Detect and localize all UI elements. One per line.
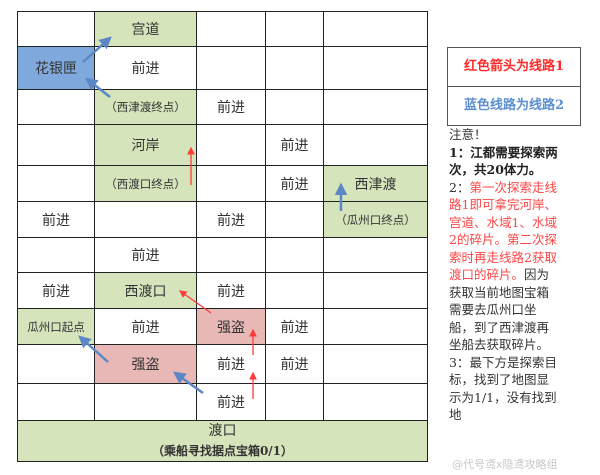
map-row: 前进 bbox=[17, 383, 428, 421]
map-row: 宫道 bbox=[17, 11, 428, 47]
note-2-prefix: 2： bbox=[449, 179, 470, 195]
map-cell: 西渡口 bbox=[94, 272, 197, 309]
map-cell-empty bbox=[265, 89, 324, 125]
exploration-map-grid: 宫道 花银匣 前进 （西津渡终点） 前进 河岸 前进 （西渡口终点） 前进 西津渡 前进 前进 （瓜州口… bbox=[17, 11, 428, 462]
map-cell-empty bbox=[196, 165, 266, 202]
map-cell-empty bbox=[94, 201, 197, 238]
map-cell-empty bbox=[323, 344, 428, 384]
map-cell: 前进 bbox=[196, 201, 266, 238]
map-row: （西津渡终点） 前进 bbox=[17, 89, 428, 125]
notes-panel: 注意！ 1：江都需要探索两次，共20体力。 2：第一次探索走线路1即可拿完河岸、… bbox=[449, 126, 559, 424]
note-2-rest: 因为获取当前地图宝箱需要去瓜州口坐船，到了西津渡再坐船去获取碎片。 bbox=[449, 267, 550, 352]
map-cell: 前进 bbox=[265, 124, 324, 166]
map-cell: 前进 bbox=[265, 308, 324, 345]
map-cell: 前进 bbox=[265, 344, 324, 384]
watermark: @代号鸢x隐鸢攻略组 bbox=[452, 458, 558, 471]
map-cell-empty bbox=[17, 344, 95, 384]
map-cell: 前进 bbox=[17, 272, 95, 309]
map-cell: 前进 bbox=[17, 201, 95, 238]
map-cell: （西津渡终点） bbox=[94, 89, 197, 125]
map-cell: 宫道 bbox=[94, 11, 197, 47]
map-cell-empty bbox=[265, 46, 324, 90]
map-cell-empty bbox=[265, 237, 324, 273]
map-cell-empty bbox=[265, 201, 324, 238]
map-row: 前进 前进 （瓜州口终点） bbox=[17, 201, 428, 238]
map-cell: 河岸 bbox=[94, 124, 197, 166]
map-cell-empty bbox=[323, 89, 428, 125]
ferry-goal-progress: （乘船寻找据点宝箱0/1） bbox=[151, 444, 294, 458]
map-cell: 瓜州口起点 bbox=[17, 308, 95, 345]
map-cell: 强盗 bbox=[94, 344, 197, 384]
map-cell-empty bbox=[265, 272, 324, 309]
map-row: 强盗 前进 前进 bbox=[17, 344, 428, 384]
legend-route1: 红色箭头为线路1 bbox=[448, 48, 580, 87]
map-row: 河岸 前进 bbox=[17, 124, 428, 166]
map-cell-empty bbox=[196, 237, 266, 273]
map-cell: 强盗 bbox=[196, 308, 266, 345]
note-3: 3：最下方是探索目标，找到了地图显示为1/1，没有找到地 bbox=[449, 354, 557, 423]
map-cell: 前进 bbox=[94, 46, 197, 90]
map-cell: 西津渡 bbox=[323, 165, 428, 202]
notes-heading: 注意！ bbox=[449, 127, 487, 142]
map-cell-empty bbox=[17, 89, 95, 125]
map-cell-empty bbox=[265, 383, 324, 421]
map-cell-empty bbox=[323, 46, 428, 90]
map-cell: 前进 bbox=[196, 89, 266, 125]
ferry-title: 渡口 bbox=[208, 423, 237, 439]
map-cell: 前进 bbox=[196, 344, 266, 384]
map-cell: （瓜州口终点） bbox=[323, 201, 428, 238]
map-cell-empty bbox=[17, 165, 95, 202]
map-cell: 花银匣 bbox=[17, 46, 95, 90]
map-cell-empty bbox=[323, 272, 428, 309]
map-cell-empty bbox=[17, 237, 95, 273]
map-row: 花银匣 前进 bbox=[17, 46, 428, 90]
map-cell-empty bbox=[17, 11, 95, 47]
map-cell-empty bbox=[323, 11, 428, 47]
map-cell-empty bbox=[196, 11, 266, 47]
note-2-red: 第一次探索走线路1即可拿完河岸、宫道、水域1、水域2的碎片。第二次探索时再走线路… bbox=[449, 179, 557, 283]
note-2: 2：第一次探索走线路1即可拿完河岸、宫道、水域1、水域2的碎片。第二次探索时再走… bbox=[449, 179, 559, 354]
map-cell: 前进 bbox=[94, 308, 197, 345]
map-cell: 前进 bbox=[94, 237, 197, 273]
map-cell-empty bbox=[196, 46, 266, 90]
map-cell: （西渡口终点） bbox=[94, 165, 197, 202]
map-cell-ferry-goal: 渡口 （乘船寻找据点宝箱0/1） bbox=[17, 420, 428, 462]
map-cell-empty bbox=[323, 383, 428, 421]
map-row: 前进 西渡口 前进 bbox=[17, 272, 428, 309]
map-cell-empty bbox=[94, 383, 197, 421]
map-cell: 前进 bbox=[196, 383, 266, 421]
map-row: （西渡口终点） 前进 西津渡 bbox=[17, 165, 428, 202]
map-cell-empty bbox=[17, 124, 95, 166]
map-cell: 前进 bbox=[265, 165, 324, 202]
map-cell-empty bbox=[323, 124, 428, 166]
map-cell: 前进 bbox=[196, 272, 266, 309]
route-legend: 红色箭头为线路1 蓝色线路为线路2 bbox=[447, 47, 581, 126]
map-cell-empty bbox=[196, 124, 266, 166]
legend-route2: 蓝色线路为线路2 bbox=[463, 98, 565, 113]
map-cell-empty bbox=[17, 383, 95, 421]
map-cell-empty bbox=[265, 11, 324, 47]
map-cell-empty bbox=[323, 237, 428, 273]
map-row: 瓜州口起点 前进 强盗 前进 bbox=[17, 308, 428, 345]
map-row: 前进 bbox=[17, 237, 428, 273]
map-cell-empty bbox=[323, 308, 428, 345]
note-1: 1：江都需要探索两次，共20体力。 bbox=[449, 144, 558, 178]
